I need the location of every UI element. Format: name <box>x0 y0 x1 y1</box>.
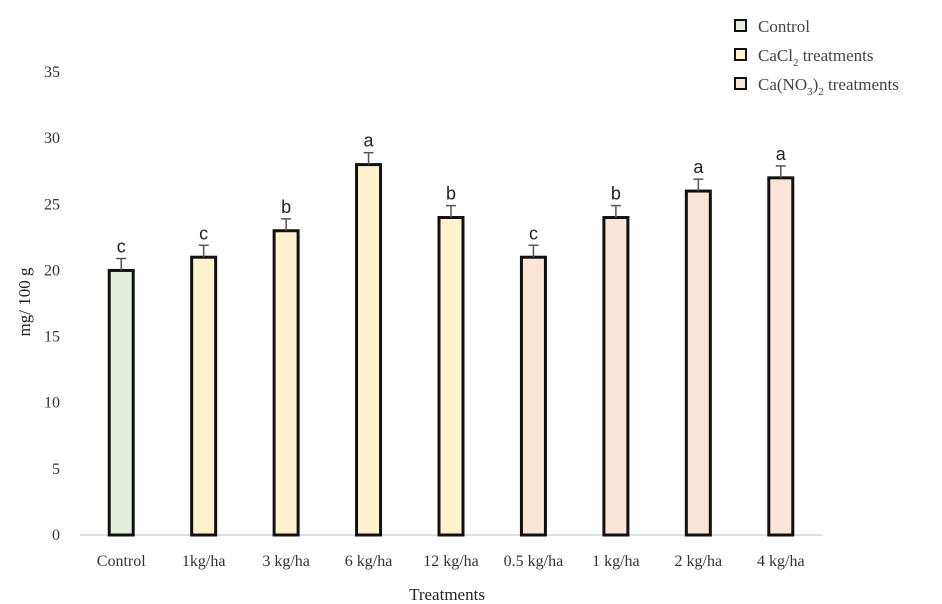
bar <box>355 163 383 537</box>
bar <box>519 255 547 537</box>
x-tick-label: 1kg/ha <box>182 553 226 570</box>
bar <box>437 216 465 537</box>
bar <box>767 176 795 537</box>
bar <box>107 268 135 537</box>
y-axis-ticks: 0 5 10 15 20 25 30 35 <box>44 64 60 544</box>
significance-label: b <box>611 184 621 204</box>
legend-swatch-canitrate <box>734 77 747 90</box>
x-axis-ticks: Control 1kg/ha 3 kg/ha 6 kg/ha 12 kg/ha 0.5 k… <box>97 553 805 570</box>
bars: c c b a b c b a a <box>107 131 795 537</box>
x-tick-label: 4 kg/ha <box>757 553 805 570</box>
bar <box>602 216 630 537</box>
x-tick-label: 3 kg/ha <box>262 553 310 570</box>
x-tick-label: 1 kg/ha <box>592 553 640 570</box>
significance-label: a <box>364 131 375 151</box>
y-axis-title: mg/ 100 g <box>15 267 34 336</box>
significance-label: c <box>199 223 208 243</box>
significance-label: b <box>446 184 456 204</box>
bar <box>190 255 218 537</box>
y-tick-label: 10 <box>44 395 60 412</box>
significance-label: c <box>529 223 538 243</box>
legend: Control CaCl2 treatments Ca(NO3)2 treatm… <box>734 17 899 98</box>
x-tick-label: Control <box>97 553 146 570</box>
legend-swatch-control <box>734 19 747 32</box>
y-tick-label: 35 <box>44 64 60 81</box>
bar <box>684 189 712 537</box>
x-tick-label: 12 kg/ha <box>423 553 479 570</box>
legend-label-canitrate: Ca(NO3)2 treatments <box>758 75 899 98</box>
x-tick-label: 0.5 kg/ha <box>504 553 564 570</box>
significance-label: b <box>281 197 291 217</box>
x-tick-label: 6 kg/ha <box>345 553 393 570</box>
y-tick-label: 0 <box>52 527 60 544</box>
y-tick-label: 5 <box>52 461 60 478</box>
legend-swatch-cacl2 <box>734 48 747 61</box>
y-tick-label: 25 <box>44 196 60 213</box>
legend-label-control: Control <box>758 17 810 36</box>
y-tick-label: 20 <box>44 262 60 279</box>
significance-label: a <box>776 144 787 164</box>
y-tick-label: 30 <box>44 130 60 147</box>
bar <box>272 229 300 537</box>
x-tick-label: 2 kg/ha <box>675 553 723 570</box>
significance-label: a <box>693 157 704 177</box>
x-axis-title: Treatments <box>409 585 485 604</box>
significance-label: c <box>117 237 126 257</box>
y-tick-label: 15 <box>44 329 60 346</box>
legend-label-cacl2: CaCl2 treatments <box>758 46 874 69</box>
